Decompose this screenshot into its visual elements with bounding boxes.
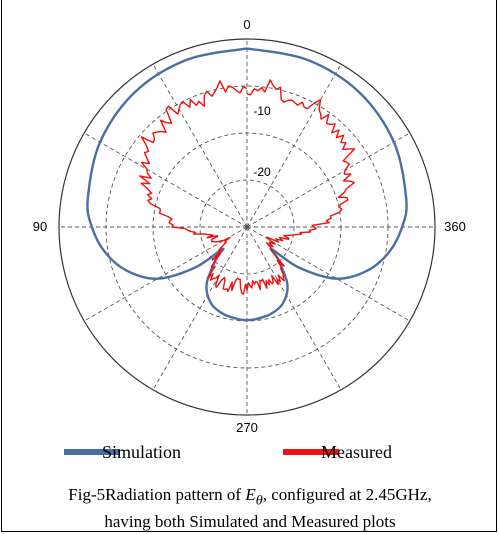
caption-prefix: Fig-5Radiation pattern of xyxy=(68,485,246,504)
angle-label-0: 0 xyxy=(243,17,250,32)
grid-spoke-150 xyxy=(152,226,248,391)
series-measured-group xyxy=(139,79,356,295)
grid-ring-4 xyxy=(58,38,436,416)
series-simulation-group xyxy=(86,47,408,322)
tick-labels: 0 90 270 360 -10 -20 xyxy=(33,17,466,435)
legend: Simulation Measured xyxy=(0,438,500,466)
legend-swatch-measured xyxy=(283,449,339,455)
legend-item-simulation: Simulation xyxy=(64,438,181,466)
angle-label-90: 90 xyxy=(33,219,47,234)
grid-spoke-330 xyxy=(246,63,342,228)
legend-label-simulation: Simulation xyxy=(102,441,182,462)
grid-ring-1 xyxy=(199,179,295,275)
legend-item-measured: Measured xyxy=(283,438,392,466)
caption-line-1: Fig-5Radiation pattern of Eθ, configured… xyxy=(0,484,500,511)
caption-symbol-sub: θ xyxy=(255,492,263,509)
caption-suffix: , configured at 2.45GHz, xyxy=(262,485,432,504)
series-measured-line xyxy=(139,79,356,295)
caption-symbol: Eθ xyxy=(245,485,262,508)
grid-spoke-210 xyxy=(246,226,342,391)
grid-spoke-300 xyxy=(246,132,411,228)
caption-line-2: having both Simulated and Measured plots xyxy=(104,512,396,532)
angle-label-270: 270 xyxy=(236,420,258,435)
polar-chart: 0 90 270 360 -10 -20 xyxy=(33,17,466,435)
figure-caption: Fig-5Radiation pattern of Eθ, configured… xyxy=(0,484,500,532)
legend-label-measured: Measured xyxy=(321,441,392,462)
grid-spoke-60 xyxy=(83,132,248,228)
grid-spoke-30 xyxy=(152,63,248,228)
caption-symbol-base: E xyxy=(245,485,256,504)
radial-label-minus10: -10 xyxy=(253,104,271,118)
radial-label-minus20: -20 xyxy=(253,165,271,179)
angle-label-360: 360 xyxy=(444,219,466,234)
grid-spoke-120 xyxy=(83,226,248,322)
series-simulation-line xyxy=(86,47,408,322)
polar-grid xyxy=(58,38,436,416)
legend-swatch-simulation xyxy=(64,449,120,455)
